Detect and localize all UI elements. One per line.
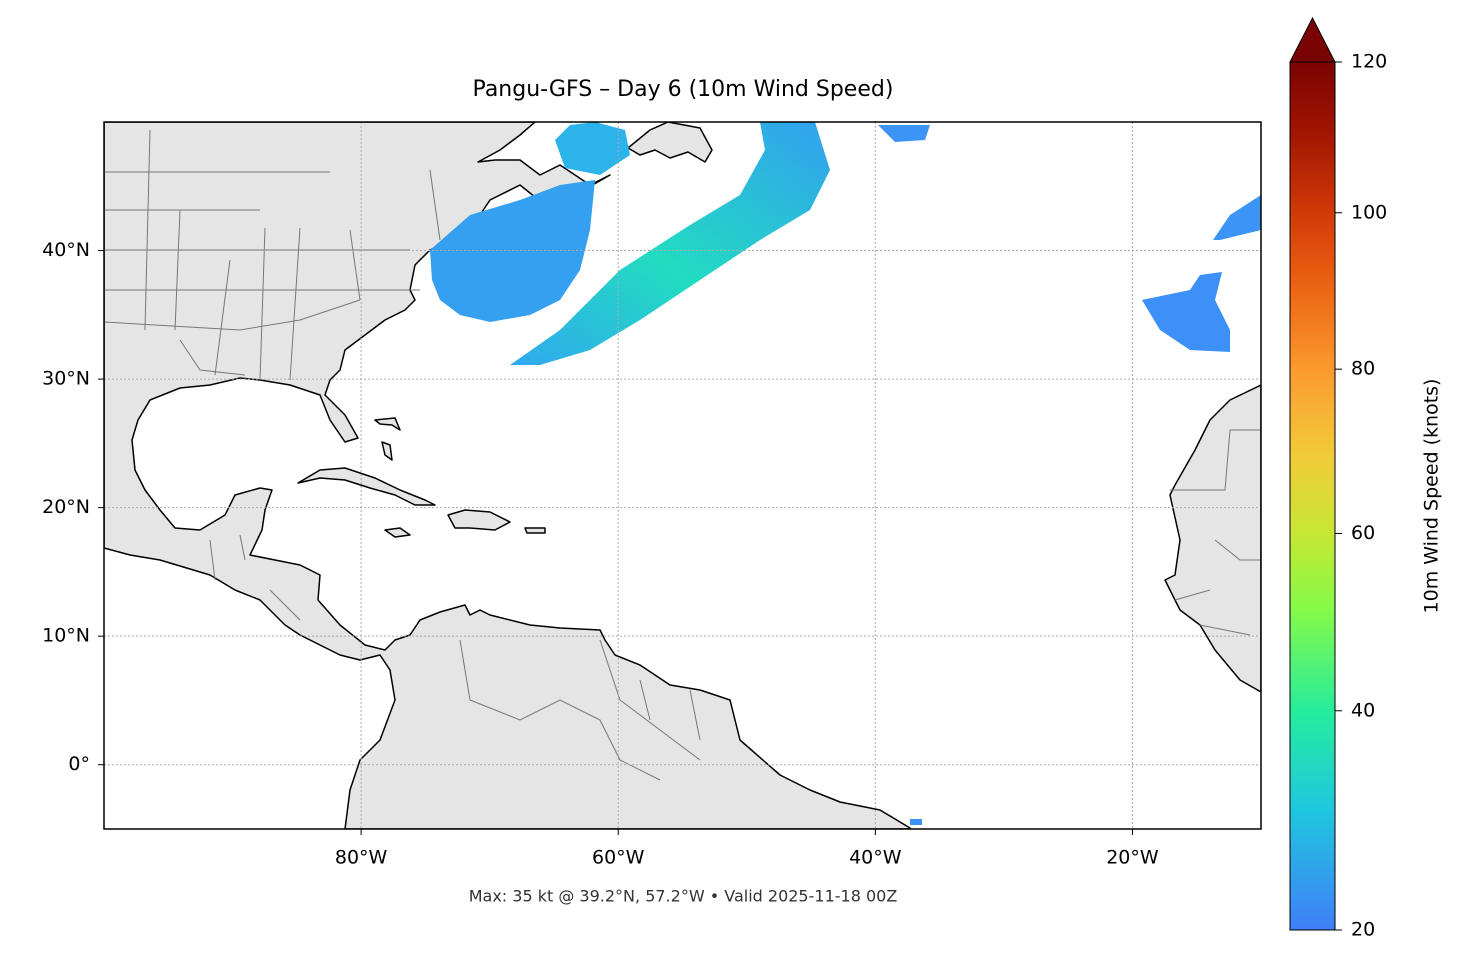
colorbar-bar [1289, 61, 1336, 931]
y-tick-label: 0° [68, 753, 90, 775]
x-tick-label: 80°W [335, 847, 388, 869]
hispaniola [447, 509, 511, 531]
map-ticks: 80°W 60°W 40°W 20°W 0° 10°N 20°N 30°N 40°N [42, 239, 1159, 868]
y-tick-label: 10°N [42, 625, 90, 647]
wind-field [1213, 195, 1261, 240]
colorbar-tick-label: 40 [1351, 699, 1375, 721]
y-tick-label: 40°N [42, 239, 90, 261]
y-tick-label: 30°N [42, 368, 90, 390]
colorbar-tick-label: 60 [1351, 522, 1375, 544]
grid [104, 122, 1261, 829]
colorbar-tick-label: 80 [1351, 358, 1375, 380]
wind-field [878, 125, 930, 142]
borders [104, 129, 1261, 781]
map-area [104, 122, 1261, 829]
cuba [297, 467, 436, 506]
map-title: Pangu-GFS – Day 6 (10m Wind Speed) [473, 77, 894, 102]
wind-field [510, 122, 830, 365]
wind-field [1142, 272, 1230, 352]
colorbar-tick-label: 100 [1351, 201, 1387, 223]
map-frame [103, 121, 1262, 830]
colorbar-tick-label: 120 [1351, 51, 1387, 73]
footnote: Max: 35 kt @ 39.2°N, 57.2°W • Valid 2025… [469, 887, 898, 906]
wind-field [555, 122, 630, 175]
x-tick-label: 40°W [849, 847, 902, 869]
colorbar-tick-label: 20 [1351, 919, 1375, 941]
africa [1164, 384, 1261, 693]
bahamas [374, 417, 401, 461]
newfoundland [627, 122, 713, 163]
puerto-rico [524, 527, 546, 534]
jamaica [384, 527, 411, 538]
wind-field [910, 819, 922, 825]
colorbar-extension [1289, 16, 1336, 63]
colorbar: 20 40 60 80 100 120 [1289, 16, 1387, 941]
colorbar-label: 10m Wind Speed (knots) [1421, 379, 1443, 614]
x-tick-label: 20°W [1106, 847, 1159, 869]
y-tick-label: 20°N [42, 496, 90, 518]
x-tick-label: 60°W [592, 847, 645, 869]
